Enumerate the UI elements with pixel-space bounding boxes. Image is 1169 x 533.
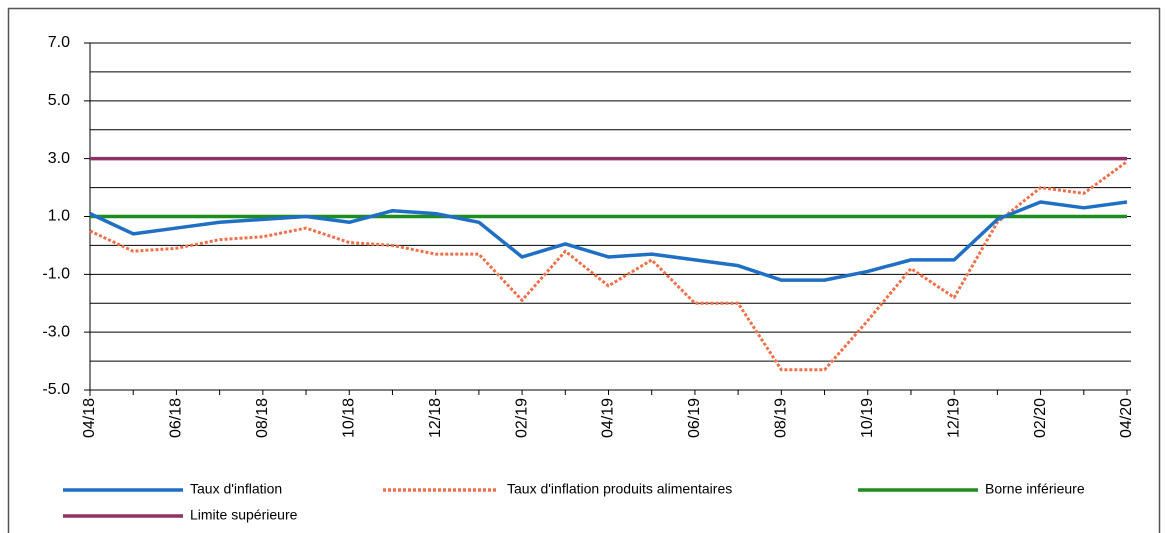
x-tick-label: 06/19 bbox=[686, 398, 703, 438]
y-tick-label: -3.0 bbox=[42, 323, 70, 340]
x-tick-label: 10/18 bbox=[340, 398, 357, 438]
legend-label: Taux d'inflation bbox=[190, 481, 282, 497]
x-tick-label: 08/19 bbox=[773, 398, 790, 438]
x-tick-label: 04/19 bbox=[600, 398, 617, 438]
y-tick-label: 1.0 bbox=[48, 208, 70, 225]
legend-label: Limite supérieure bbox=[190, 507, 298, 523]
x-tick-label: 02/20 bbox=[1032, 398, 1049, 438]
x-tick-label: 06/18 bbox=[168, 398, 185, 438]
series-line bbox=[89, 200, 1128, 282]
y-tick-label: 7.0 bbox=[48, 34, 70, 51]
frame bbox=[7, 7, 1161, 533]
x-tick-label: 08/18 bbox=[254, 398, 271, 438]
x-tick-label: 04/18 bbox=[81, 398, 98, 438]
x-tick-label: 12/19 bbox=[945, 398, 962, 438]
y-tick-label: 3.0 bbox=[48, 150, 70, 167]
legend-label: Taux d'inflation produits alimentaires bbox=[507, 481, 732, 497]
x-tick-label: 12/18 bbox=[427, 398, 444, 438]
legend-label: Borne inférieure bbox=[985, 481, 1085, 497]
y-tick-label: 5.0 bbox=[48, 92, 70, 109]
y-tick-label: -1.0 bbox=[42, 266, 70, 283]
x-tick-label: 10/19 bbox=[859, 398, 876, 438]
y-tick-label: -5.0 bbox=[42, 381, 70, 398]
series-line bbox=[89, 160, 1128, 372]
x-tick-label: 04/20 bbox=[1118, 398, 1135, 438]
x-tick-label: 02/19 bbox=[513, 398, 530, 438]
